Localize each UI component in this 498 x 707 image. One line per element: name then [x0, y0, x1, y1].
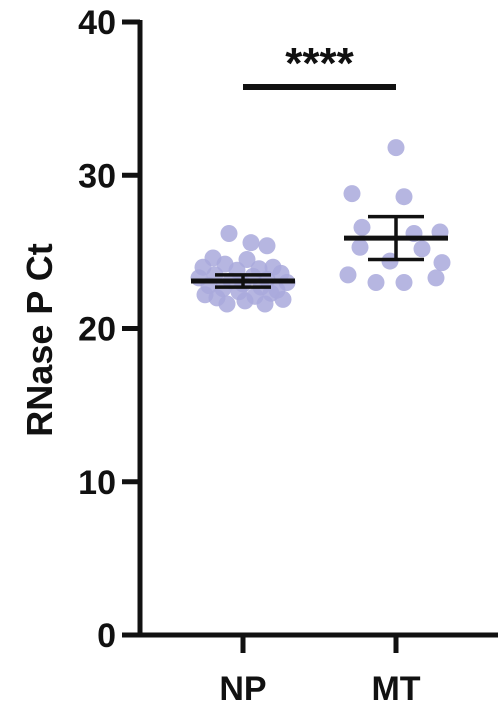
data-point — [242, 234, 260, 252]
data-point — [367, 274, 385, 292]
data-point — [413, 240, 431, 258]
data-point — [343, 185, 361, 203]
annotation-layer: **** — [243, 39, 396, 90]
data-point — [258, 237, 276, 255]
y-tick-label: 20 — [78, 311, 116, 349]
data-point — [220, 224, 238, 242]
data-point — [427, 269, 445, 287]
y-tick-label: 10 — [78, 464, 116, 502]
significance-label: **** — [285, 39, 354, 88]
axis-layer: 0 10 20 30 40 NP MT — [78, 4, 498, 707]
data-point — [395, 274, 413, 292]
y-axis-title: RNase P Ct — [19, 243, 60, 436]
y-tick-label: 0 — [97, 617, 116, 655]
data-point — [387, 139, 405, 157]
data-point — [238, 251, 256, 269]
data-point — [256, 295, 274, 313]
data-point — [351, 238, 369, 256]
data-point — [274, 290, 292, 308]
data-point — [433, 254, 451, 272]
data-point — [353, 218, 371, 236]
x-tick-label: NP — [219, 670, 266, 707]
x-tick-label: MT — [371, 670, 420, 707]
y-tick-label: 40 — [78, 4, 116, 42]
data-point — [218, 295, 236, 313]
y-tick-label: 30 — [78, 157, 116, 195]
data-point — [236, 292, 254, 310]
data-point — [395, 188, 413, 206]
data-point — [339, 266, 357, 284]
stats-layer — [191, 214, 448, 289]
